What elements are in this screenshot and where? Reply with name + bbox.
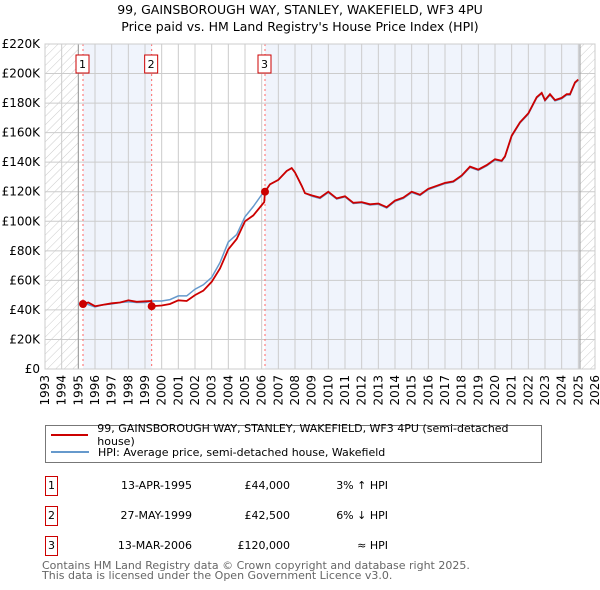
x-tick-label: 2006 xyxy=(255,375,269,406)
x-tick-label: 2008 xyxy=(288,375,302,406)
y-tick-label: £0 xyxy=(25,362,40,376)
x-tick-label: 2018 xyxy=(455,375,469,406)
x-tick-label: 2011 xyxy=(338,375,352,406)
x-tick-label: 1996 xyxy=(88,375,102,406)
x-tick-label: 1994 xyxy=(55,375,69,406)
chart-subtitle: Price paid vs. HM Land Registry's House … xyxy=(121,19,479,34)
x-tick-label: 1993 xyxy=(38,375,52,406)
legend-item-hpi: HPI: Average price, semi-detached house,… xyxy=(51,444,385,460)
blue-line-swatch xyxy=(51,451,89,453)
sale-marker: 2 xyxy=(45,506,58,526)
x-tick-label: 2009 xyxy=(305,375,319,406)
x-tick-label: 2003 xyxy=(205,375,219,406)
hpi-compare: 3% ↑ HPI xyxy=(336,479,388,492)
shaded-period xyxy=(83,44,152,369)
sale-price: £44,000 xyxy=(244,479,291,492)
x-tick-label: 2005 xyxy=(238,375,252,406)
sale-price: £120,000 xyxy=(237,539,291,552)
x-tick-label: 2017 xyxy=(438,375,452,406)
sale-marker-label: 2 xyxy=(148,58,155,71)
sale-marker-label: 3 xyxy=(261,58,268,71)
sale-point xyxy=(147,302,156,311)
price-chart: 1993 1994 1995 1996 1997 1998 1999 2000 2001 2002… xyxy=(2,37,600,406)
x-tick-label: 1998 xyxy=(121,375,135,406)
table-row: 3 13-MAR-2006 £120,000 ≈ HPI xyxy=(45,536,445,556)
sale-marker-box xyxy=(144,54,159,74)
sale-point xyxy=(79,300,87,308)
sale-marker: 3 xyxy=(45,536,58,556)
y-tick-label: £20K xyxy=(9,332,41,346)
y-tick-label: £160K xyxy=(2,126,42,140)
table-row: 1 13-APR-1995 £44,000 3% ↑ HPI xyxy=(45,476,445,496)
sale-marker-label: 1 xyxy=(79,58,86,71)
legend-label: 99, GAINSBOROUGH WAY, STANLEY, WAKEFIELD… xyxy=(97,422,509,448)
x-tick-label: 2023 xyxy=(538,375,552,406)
plot-border xyxy=(44,43,596,370)
property-price-line xyxy=(82,78,579,308)
x-tick-label: 2012 xyxy=(355,375,369,406)
x-tick-label: 2026 xyxy=(588,375,600,406)
footer-licence: This data is licensed under the Open Gov… xyxy=(42,569,393,582)
x-tick-label: 2001 xyxy=(171,375,185,406)
y-tick-label: £40K xyxy=(9,303,41,317)
legend-item-property: 99, GAINSBOROUGH WAY, STANLEY, WAKEFIELD… xyxy=(51,422,541,448)
legend: 99, GAINSBOROUGH WAY, STANLEY, WAKEFIELD… xyxy=(45,422,542,463)
y-tick-label: £60K xyxy=(9,273,41,287)
x-tick-label: 2004 xyxy=(221,375,235,406)
sale-marker-box xyxy=(75,54,90,74)
y-tick-label: £200K xyxy=(2,67,42,81)
x-tick-label: 2014 xyxy=(388,375,402,406)
x-tick-label: 2002 xyxy=(188,375,202,406)
x-tick-label: 2024 xyxy=(555,375,569,406)
x-tick-label: 2020 xyxy=(488,375,502,406)
no-data-hatch xyxy=(580,44,595,369)
sale-price: £42,500 xyxy=(244,509,291,522)
sale-marker-box xyxy=(257,54,272,74)
sale-date: 27-MAY-1999 xyxy=(120,509,192,522)
x-tick-label: 2025 xyxy=(571,375,585,406)
legend-label: HPI: Average price, semi-detached house,… xyxy=(98,445,386,459)
y-tick-label: £220K xyxy=(2,37,42,51)
sale-point xyxy=(261,187,269,196)
footer-copyright: Contains HM Land Registry data © Crown c… xyxy=(42,559,470,572)
hpi-compare: 6% ↓ HPI xyxy=(336,509,388,522)
y-tick-label: £100K xyxy=(2,214,42,228)
x-tick-label: 2019 xyxy=(471,375,485,406)
y-tick-label: £180K xyxy=(2,96,42,110)
chart-title: 99, GAINSBOROUGH WAY, STANLEY, WAKEFIELD… xyxy=(117,2,483,17)
table-row: 2 27-MAY-1999 £42,500 6% ↓ HPI xyxy=(45,506,445,526)
sale-date: 13-APR-1995 xyxy=(120,479,192,492)
x-tick-label: 2000 xyxy=(155,375,169,406)
footer: Contains HM Land Registry data © Crown c… xyxy=(42,559,470,582)
y-tick-label: £120K xyxy=(2,185,42,199)
x-tick-label: 2013 xyxy=(371,375,385,406)
x-tick-label: 1995 xyxy=(71,375,85,406)
x-tick-label: 2010 xyxy=(321,375,335,406)
sale-marker: 1 xyxy=(45,476,58,496)
sale-date: 13-MAR-2006 xyxy=(117,539,192,552)
y-tick-label: £140K xyxy=(2,155,42,169)
x-tick-label: 2021 xyxy=(505,375,519,406)
x-tick-label: 2016 xyxy=(421,375,435,406)
x-tick-label: 1997 xyxy=(105,375,119,406)
x-tick-label: 2007 xyxy=(271,375,285,406)
shaded-period xyxy=(265,44,580,369)
red-line-swatch xyxy=(51,434,89,436)
x-tick-label: 1999 xyxy=(138,375,152,406)
y-tick-label: £80K xyxy=(9,244,41,258)
x-tick-label: 2022 xyxy=(521,375,535,406)
hpi-compare: ≈ HPI xyxy=(357,539,388,552)
x-tick-label: 2015 xyxy=(405,375,419,406)
